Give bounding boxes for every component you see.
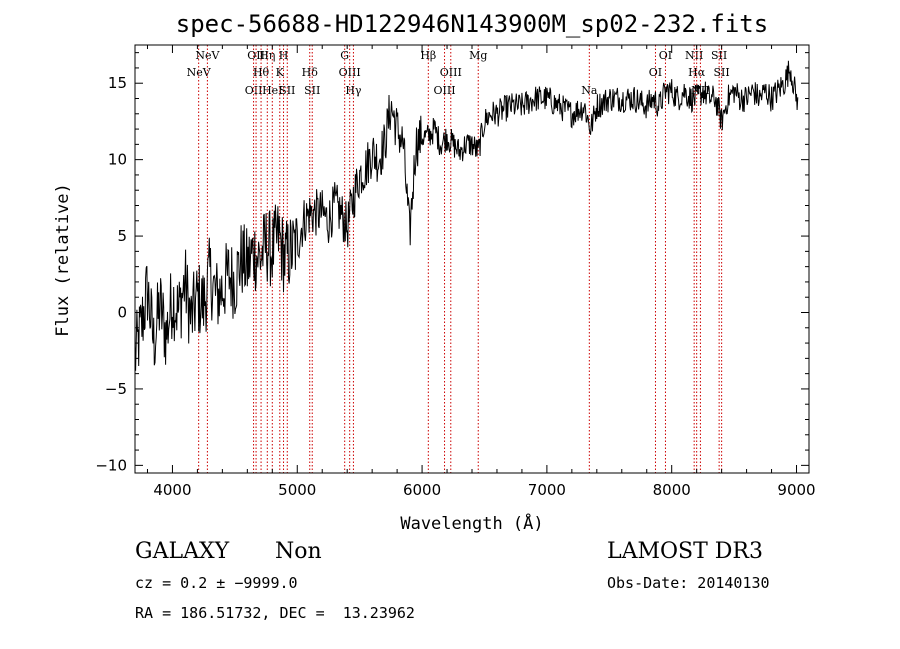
line-marker-label: SII [711,49,727,62]
line-marker-label: OI [649,66,662,79]
line-marker-label: K [276,66,285,79]
redshift-text: cz = 0.2 ± −9999.0 [135,574,298,592]
obs-date-text: Obs-Date: 20140130 [607,574,770,592]
x-tick-label: 6000 [403,481,441,499]
line-marker-label: Na [581,84,598,97]
line-marker-label: Hθ [253,66,270,79]
line-marker-label: SII [279,84,295,97]
line-marker-label: Hδ [302,66,319,79]
line-marker-label: OIII [434,84,456,97]
object-class: GALAXY [135,539,230,564]
line-marker-label: NeV [195,49,220,62]
y-axis-label: Flux (relative) [53,183,73,337]
line-marker-label: Hγ [345,84,362,97]
y-tick-label: 10 [108,151,127,169]
y-axis-ticks: −10 −5 0 5 10 15 [95,52,809,474]
x-tick-label: 5000 [278,481,316,499]
x-tick-label: 4000 [153,481,191,499]
line-marker-label: HeI [262,84,282,97]
line-marker-label: Hβ [420,49,436,62]
x-tick-label: 7000 [528,481,566,499]
plot-frame [134,44,810,474]
survey-name: LAMOST DR3 [607,539,763,564]
y-tick-label: −10 [95,456,127,474]
line-marker-label: SII [714,66,730,79]
y-tick-label: 5 [117,227,127,245]
spectrum-line [134,60,799,371]
line-marker-label: SII [304,84,320,97]
object-subclass: Non [275,539,322,564]
line-marker-label: H [279,49,289,62]
line-marker-label: NeV [187,66,212,79]
y-tick-label: 0 [117,304,127,322]
y-tick-label: 15 [108,74,127,92]
x-axis-ticks: 4000 5000 6000 7000 8000 9000 [146,45,816,499]
line-marker-label: Hη [259,49,275,62]
line-marker-label: NII [685,49,703,62]
spectrum-series [134,60,799,371]
x-tick-label: 9000 [777,481,815,499]
coordinates-text: RA = 186.51732, DEC = 13.23962 [135,604,415,622]
line-marker-label: OII [245,84,263,97]
line-marker-label: G [340,49,349,62]
line-marker-label: OI [659,49,672,62]
line-marker-label: OII [247,49,265,62]
line-marker-label: Hα [688,66,706,79]
line-marker-label: OIII [440,66,462,79]
line-marker-label: OIII [339,66,361,79]
line-marker-label: Mg [469,49,487,62]
x-axis-label: Wavelength (Å) [400,512,543,534]
x-tick-label: 8000 [653,481,691,499]
y-tick-label: −5 [105,380,127,398]
chart-title: spec-56688-HD122946N143900M_sp02-232.fit… [176,10,768,38]
